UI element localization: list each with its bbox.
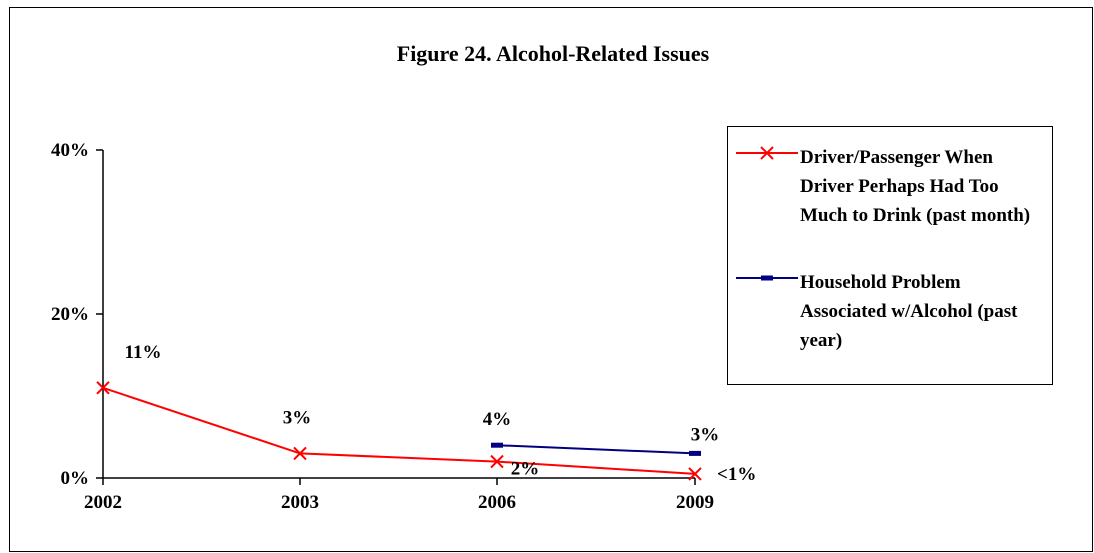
data-point-x-marker bbox=[96, 381, 110, 395]
y-tick-label: 40% bbox=[51, 140, 89, 161]
data-point-x-marker bbox=[293, 446, 307, 461]
x-tick-label: 2002 bbox=[84, 492, 122, 513]
series-line bbox=[102, 386, 696, 475]
marker-stroke bbox=[96, 381, 110, 395]
data-point-x-marker bbox=[688, 467, 702, 481]
marker-stroke bbox=[688, 467, 702, 481]
legend-label: Household Problem Associated w/Alcohol (… bbox=[800, 272, 1018, 351]
data-label: 4% bbox=[483, 409, 512, 430]
x-tick-label: 2003 bbox=[281, 492, 319, 513]
marker-stroke bbox=[293, 446, 307, 461]
chart-title: Figure 24. Alcohol-Related Issues bbox=[397, 41, 710, 66]
marker-stroke bbox=[490, 454, 504, 469]
legend-label: Driver/Passenger When Driver Perhaps Had… bbox=[800, 147, 1031, 226]
legend-item-household-problem: Household Problem Associated w/Alcohol (… bbox=[728, 266, 1052, 386]
data-label: 2% bbox=[511, 459, 540, 480]
data-label: 3% bbox=[283, 407, 312, 428]
y-tick-label: 20% bbox=[51, 304, 89, 325]
axes: 0% 20% 40% 2002 2003 2006 2009 bbox=[51, 140, 714, 513]
dash-icon bbox=[736, 275, 798, 281]
data-point-x-marker bbox=[490, 454, 504, 469]
x-tick-label: 2009 bbox=[676, 492, 714, 513]
data-label: <1% bbox=[717, 464, 756, 485]
x-icon bbox=[736, 146, 798, 160]
y-tick-label: 0% bbox=[61, 468, 90, 489]
data-label: 11% bbox=[125, 342, 162, 363]
chart-marks: 11% 3% 2% <1% 4% 3% bbox=[96, 342, 756, 485]
legend-item-driver-passenger: Driver/Passenger When Driver Perhaps Had… bbox=[728, 141, 1052, 261]
x-tick-label: 2006 bbox=[478, 492, 516, 513]
series-line bbox=[496, 444, 696, 455]
chart-legend: Driver/Passenger When Driver Perhaps Had… bbox=[727, 126, 1053, 385]
data-label: 3% bbox=[691, 424, 720, 445]
